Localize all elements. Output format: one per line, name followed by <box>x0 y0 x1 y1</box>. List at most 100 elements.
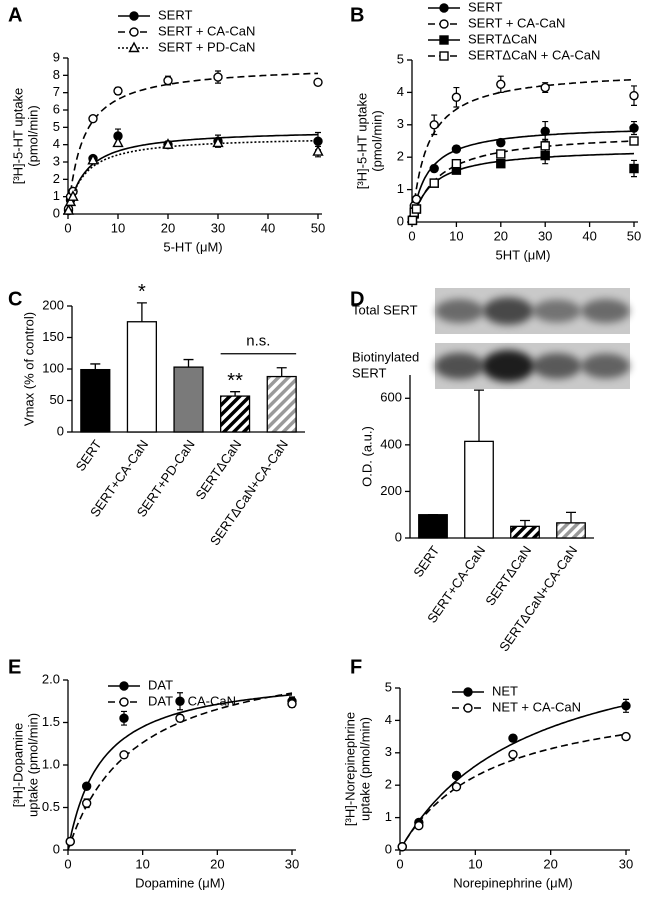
y-tick-label: 200 <box>42 297 64 312</box>
error-bar <box>520 519 530 527</box>
marker <box>439 19 449 29</box>
error-bar <box>90 363 101 370</box>
y-tick-label: 7 <box>53 84 60 99</box>
marker <box>414 821 424 831</box>
marker <box>496 158 506 169</box>
x-tick-label: SERTΔCaN <box>482 543 534 608</box>
bar <box>266 375 297 433</box>
y-tick-label: 600 <box>380 390 402 405</box>
annotation: n.s. <box>246 333 270 350</box>
marker <box>451 770 462 781</box>
y-tick-label: 0 <box>397 213 404 228</box>
marker <box>508 749 518 760</box>
bar <box>126 321 157 433</box>
fit-curve <box>399 704 627 851</box>
bar <box>556 522 586 539</box>
fit-curve <box>411 152 635 223</box>
y-tick-label: 0 <box>57 423 64 438</box>
fit-curve <box>411 130 634 223</box>
marker <box>312 145 324 156</box>
blot-band <box>532 353 582 379</box>
marker <box>163 75 173 86</box>
blot-label: SERT <box>352 365 386 380</box>
marker <box>119 750 129 760</box>
y-axis-label: [³H]-5-HT uptake <box>10 88 25 185</box>
marker <box>439 35 449 45</box>
panel-letter: E <box>8 656 21 678</box>
marker <box>213 72 223 82</box>
x-tick-label: 0 <box>64 220 71 235</box>
y-tick-label: 2.0 <box>42 671 60 686</box>
y-tick-label: 4 <box>385 712 392 727</box>
panel-letter: B <box>350 4 364 26</box>
x-axis-label: 5HT (μM) <box>496 247 551 262</box>
x-axis-label: 5-HT (μM) <box>163 239 222 254</box>
y-tick-label: 0 <box>53 205 60 220</box>
x-tick-label: 30 <box>285 856 299 871</box>
blot-band <box>483 297 534 325</box>
y-tick-label: 1 <box>53 188 60 203</box>
y-axis-label: [³H]-Norepinephrine <box>342 712 357 826</box>
marker <box>508 733 518 743</box>
x-tick-label: 0 <box>64 856 71 871</box>
x-tick-label: 20 <box>210 856 224 871</box>
y-tick-label: 2 <box>53 171 60 186</box>
annotation: * <box>138 281 146 303</box>
marker <box>451 158 462 169</box>
marker <box>112 136 124 148</box>
legend-label: SERT + CA-CaN <box>468 15 565 30</box>
marker <box>463 687 473 697</box>
x-tick-label: 0 <box>396 856 403 871</box>
x-tick-label: 30 <box>619 856 633 871</box>
marker <box>621 701 631 711</box>
y-tick-label: 50 <box>50 392 64 407</box>
error-bar <box>230 391 241 397</box>
x-tick-label: 40 <box>261 220 275 235</box>
x-tick-label: 0 <box>408 228 415 243</box>
y-tick-label: 1.5 <box>42 714 60 729</box>
x-tick-label: 10 <box>111 220 125 235</box>
x-tick-label: 20 <box>161 220 175 235</box>
y-axis-label: (pmol/min) <box>369 110 384 171</box>
x-tick-label: 30 <box>211 220 225 235</box>
y-tick-label: 5 <box>53 119 60 134</box>
fit-curve <box>67 133 319 215</box>
legend-label: SERT <box>158 7 192 22</box>
y-tick-label: 3 <box>53 153 60 168</box>
marker <box>496 79 506 90</box>
y-tick-label: 5 <box>397 51 404 66</box>
marker <box>162 138 174 149</box>
fit-curve <box>67 72 318 215</box>
y-tick-label: 0 <box>53 841 60 856</box>
marker <box>439 51 449 61</box>
y-axis-label: uptake (pmol/min) <box>25 713 40 817</box>
y-tick-label: 9 <box>53 49 60 64</box>
fit-curve <box>67 692 293 851</box>
x-tick-label: SERTΔCaN <box>192 437 244 502</box>
fit-curve <box>411 140 635 223</box>
x-tick-label: 10 <box>468 856 482 871</box>
marker <box>129 27 139 37</box>
marker <box>429 178 439 188</box>
x-tick-label: 50 <box>627 228 641 243</box>
panel-letter: F <box>350 656 362 678</box>
panel-letter: C <box>8 288 22 310</box>
blot-label: Total SERT <box>352 302 418 317</box>
fit-curve <box>399 733 627 851</box>
y-tick-label: 3 <box>385 744 392 759</box>
marker <box>212 136 224 148</box>
legend-label: SERT + PD-CaN <box>158 39 255 54</box>
fit-curve <box>411 78 635 223</box>
error-bar <box>474 389 484 442</box>
legend-label: SERTΔCaN <box>468 31 537 46</box>
marker <box>87 153 99 165</box>
y-axis-label: [³H]-Dopamine <box>10 723 25 808</box>
error-bar <box>136 302 147 322</box>
marker <box>540 126 550 136</box>
x-tick-label: SERTΔCaN+CA-CaN <box>496 543 580 654</box>
marker <box>540 82 550 93</box>
y-tick-label: 4 <box>53 136 60 151</box>
x-tick-label: 50 <box>311 220 325 235</box>
